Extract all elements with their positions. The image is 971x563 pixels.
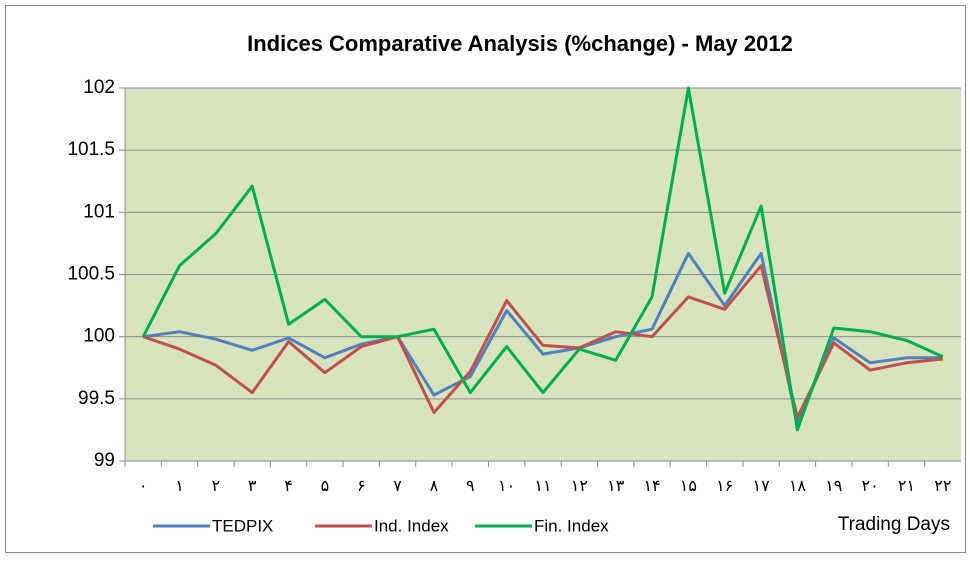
x-tick-label: ۱۴ [643,478,660,495]
x-tick-label: ۱۳ [607,478,625,495]
x-tick-label: ۲۰ [862,478,879,495]
chart-title: Indices Comparative Analysis (%change) -… [247,31,793,56]
y-tick-label: 101 [83,201,115,222]
x-tick-label: ۲۱ [898,478,915,495]
y-tick-label: 101.5 [67,139,115,160]
x-tick-label: ۵ [321,478,330,495]
x-tick-label: ۴ [284,478,293,495]
x-tick-label: ۱۲ [571,478,588,495]
legend-label: Ind. Index [374,516,449,535]
x-tick-label: ۱۸ [789,478,807,495]
x-tick-label: ۲ [212,478,221,495]
y-tick-label: 99.5 [78,388,115,409]
x-tick-label: ۱۵ [680,478,697,495]
series-line [141,86,944,432]
y-tick-label: 99 [94,450,115,471]
x-tick-label: ۱۱ [534,478,551,495]
x-tick-label: ۲۲ [934,478,951,495]
legend-label: Fin. Index [534,516,609,535]
y-tick-label: 100.5 [67,264,115,285]
x-tick-label: ۶ [357,478,366,495]
x-axis-label: Trading Days [838,514,950,535]
x-tick-label: ۰ [139,478,148,495]
x-tick-label: ۸ [430,478,439,495]
y-tick-label: 100 [83,326,115,347]
x-tick-label: ۳ [248,478,257,495]
legend-label: TEDPIX [212,516,273,535]
x-tick-label: ۱۶ [716,478,733,495]
x-tick-label: ۱۰ [498,478,515,495]
x-tick-label: ۱ [175,478,184,495]
x-tick-label: ۱۷ [752,478,770,495]
x-tick-label: ۷ [393,478,402,495]
x-tick-label: ۱۹ [825,478,842,495]
x-tick-label: ۹ [466,478,475,495]
y-tick-label: 102 [83,77,115,98]
